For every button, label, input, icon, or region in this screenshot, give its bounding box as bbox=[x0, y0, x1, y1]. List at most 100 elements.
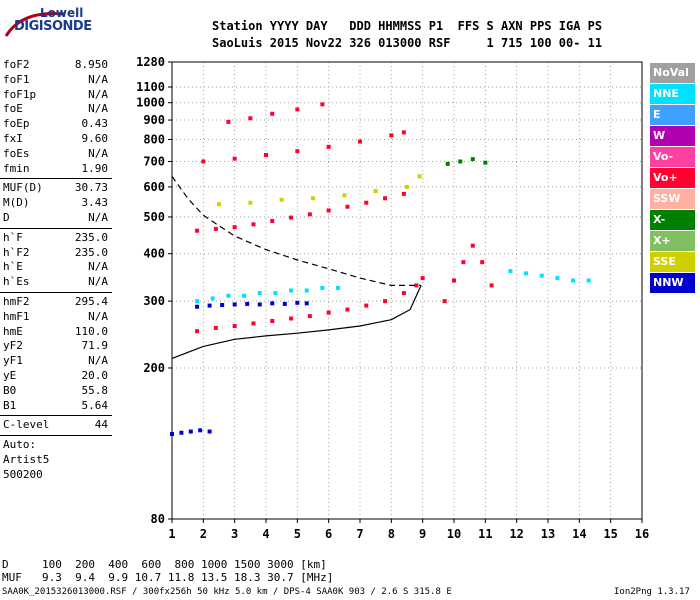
data-point bbox=[555, 276, 560, 281]
data-point bbox=[195, 329, 200, 334]
y-tick-label: 300 bbox=[143, 294, 165, 308]
param-name: foF2 bbox=[3, 58, 30, 71]
param-value: 55.8 bbox=[81, 383, 109, 397]
data-point bbox=[364, 200, 369, 205]
param-value: 1.90 bbox=[81, 161, 109, 175]
param-separator bbox=[0, 178, 112, 180]
y-tick-label: 1100 bbox=[136, 80, 165, 94]
param-value: N/A bbox=[88, 87, 108, 101]
data-point bbox=[383, 196, 388, 201]
data-point bbox=[401, 130, 406, 135]
data-point bbox=[389, 133, 394, 138]
data-point bbox=[217, 202, 221, 207]
param-name: foF1 bbox=[3, 72, 30, 86]
data-point bbox=[289, 215, 294, 220]
data-point bbox=[420, 276, 425, 281]
data-point bbox=[307, 314, 312, 319]
data-point bbox=[289, 288, 294, 293]
data-point bbox=[307, 212, 312, 217]
x-tick-label: 5 bbox=[294, 527, 301, 541]
data-point bbox=[279, 197, 284, 202]
data-point bbox=[364, 303, 369, 308]
param-value: N/A bbox=[88, 354, 108, 368]
data-point bbox=[270, 318, 275, 323]
param-row: C-level 44 bbox=[3, 418, 108, 433]
param-value: N/A bbox=[88, 260, 108, 274]
data-point bbox=[373, 189, 378, 194]
param-row: fxI 9.60 bbox=[3, 132, 108, 147]
data-point bbox=[461, 260, 466, 265]
data-point bbox=[251, 321, 256, 326]
param-value: 44 bbox=[94, 418, 108, 432]
param-name: foF1p bbox=[3, 87, 37, 101]
param-name: M(D) bbox=[3, 196, 30, 210]
footer-version: Ion2Png 1.3.17 bbox=[614, 587, 690, 597]
data-point bbox=[304, 288, 309, 293]
param-separator bbox=[0, 415, 112, 417]
data-point bbox=[320, 102, 325, 107]
footer-muf-values: 9.3 9.4 9.9 10.7 11.8 13.5 18.3 30.7 [MH… bbox=[42, 571, 334, 584]
data-point bbox=[273, 291, 278, 296]
data-point bbox=[295, 149, 300, 154]
x-tick-label: 7 bbox=[356, 527, 363, 541]
x-tick-label: 13 bbox=[541, 527, 555, 541]
data-point bbox=[245, 301, 250, 306]
x-tick-label: 15 bbox=[603, 527, 617, 541]
param-name: D bbox=[3, 211, 10, 224]
param-value: 71.9 bbox=[81, 339, 109, 353]
data-point bbox=[257, 302, 262, 307]
data-point bbox=[220, 303, 225, 308]
chart-grid bbox=[172, 62, 642, 519]
param-value: 8.950 bbox=[74, 58, 108, 71]
data-point bbox=[320, 285, 325, 290]
footer-muf-label: MUF bbox=[2, 571, 22, 584]
data-point bbox=[264, 153, 268, 158]
data-point bbox=[213, 325, 218, 330]
y-tick-label: 200 bbox=[143, 361, 165, 375]
x-tick-label: 4 bbox=[262, 527, 269, 541]
y-tick-label: 800 bbox=[143, 132, 165, 146]
param-row: hmE 110.0 bbox=[3, 325, 108, 340]
data-point bbox=[401, 291, 406, 296]
param-value: 20.0 bbox=[81, 369, 109, 382]
data-point bbox=[232, 302, 237, 307]
data-point bbox=[405, 184, 409, 189]
param-name: hmF2 bbox=[3, 295, 30, 308]
data-point bbox=[226, 119, 231, 124]
param-row: yE 20.0 bbox=[3, 369, 108, 384]
x-tick-label: 8 bbox=[388, 527, 395, 541]
trace-vo bbox=[226, 102, 325, 124]
param-row: B1 5.64 bbox=[3, 399, 108, 414]
param-separator bbox=[0, 435, 112, 437]
legend-item-ssw: SSW bbox=[650, 189, 695, 209]
param-value: 110.0 bbox=[74, 324, 108, 338]
param-value: 3.43 bbox=[81, 196, 109, 210]
param-row: foF2 8.950 bbox=[3, 58, 108, 73]
data-point bbox=[270, 301, 275, 306]
data-point bbox=[270, 111, 275, 116]
param-name: yF1 bbox=[3, 354, 23, 368]
legend-item-noval: NoVal bbox=[650, 63, 695, 83]
data-point bbox=[452, 278, 456, 283]
x-tick-label: 3 bbox=[231, 527, 238, 541]
data-point bbox=[470, 157, 475, 162]
plot-frame bbox=[171, 61, 643, 520]
param-name: foE bbox=[3, 102, 23, 116]
chart-ticks: 1 2 3 4 5 6 7 8 9 10 11 12 13 14 15 1680200300400500600… bbox=[136, 55, 649, 541]
param-name: fxI bbox=[3, 132, 23, 145]
param-name: hmF1 bbox=[3, 309, 30, 323]
trace-x bbox=[445, 157, 488, 166]
data-point bbox=[195, 228, 200, 233]
profile-curves bbox=[171, 175, 422, 359]
data-point bbox=[470, 243, 475, 248]
x-tick-label: 14 bbox=[572, 527, 586, 541]
data-point bbox=[311, 196, 315, 201]
trace-vo bbox=[442, 243, 494, 304]
data-point bbox=[508, 269, 513, 274]
parameter-panel: foF2 8.950 foF1 N/A foF1p N/A foE N/A foEp 0.43 fx… bbox=[0, 0, 115, 540]
footer-d-values: 100 200 400 600 800 1000 1500 3000 [km] bbox=[42, 558, 327, 571]
trace-nne bbox=[195, 285, 341, 304]
y-tick-label: 400 bbox=[143, 247, 165, 261]
legend-item-x: X+ bbox=[650, 231, 695, 251]
